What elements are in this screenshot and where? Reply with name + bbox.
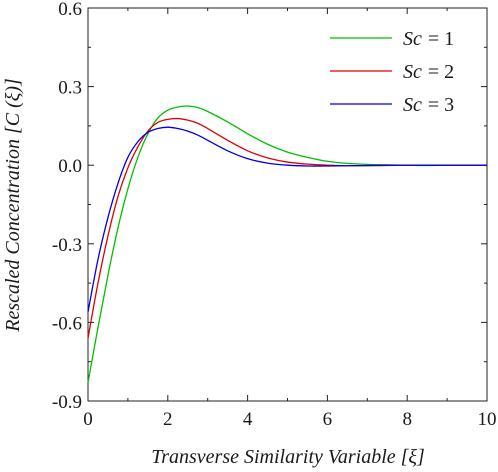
y-tick-label: 0.0 — [58, 156, 82, 177]
x-tick-label: 0 — [83, 409, 93, 430]
y-tick-label: -0.6 — [52, 313, 82, 334]
y-tick-label: 0.6 — [58, 0, 82, 20]
legend-symbol: Sc — [403, 61, 422, 83]
legend-value: = 1 — [428, 28, 454, 50]
x-axis-title: Transverse Similarity Variable [ξ] — [151, 446, 425, 468]
legend-label-sc-2: Sc = 2 — [403, 61, 454, 83]
legend-label-sc-1: Sc = 1 — [403, 28, 454, 50]
x-tick-label: 6 — [323, 409, 333, 430]
x-tick-label: 4 — [243, 409, 253, 430]
legend-label-sc-3: Sc = 3 — [403, 94, 454, 116]
legend: Sc = 1 Sc = 2 Sc = 3 — [330, 28, 454, 116]
legend-symbol: Sc — [403, 28, 422, 50]
series-line-sc-1 — [87, 105, 487, 383]
legend-value: = 2 — [428, 61, 454, 83]
y-tick-label: -0.3 — [52, 235, 82, 256]
legend-value: = 3 — [428, 94, 454, 116]
x-tick-label: 10 — [478, 409, 497, 430]
series-line-sc-3 — [87, 126, 487, 313]
x-tick-label: 2 — [163, 409, 173, 430]
y-tick-label: 0.3 — [58, 78, 82, 99]
x-tick-label: 8 — [402, 409, 412, 430]
series-layer — [87, 105, 487, 383]
y-axis-title: Rescaled Concentration [C (ξ)] — [2, 78, 24, 333]
y-axis-ticks: 0.6 0.3 0.0 -0.3 -0.6 -0.9 — [52, 0, 487, 413]
legend-symbol: Sc — [403, 94, 422, 116]
x-axis-ticks: 0 2 4 6 8 10 — [83, 8, 497, 430]
y-tick-label: -0.9 — [52, 392, 82, 413]
